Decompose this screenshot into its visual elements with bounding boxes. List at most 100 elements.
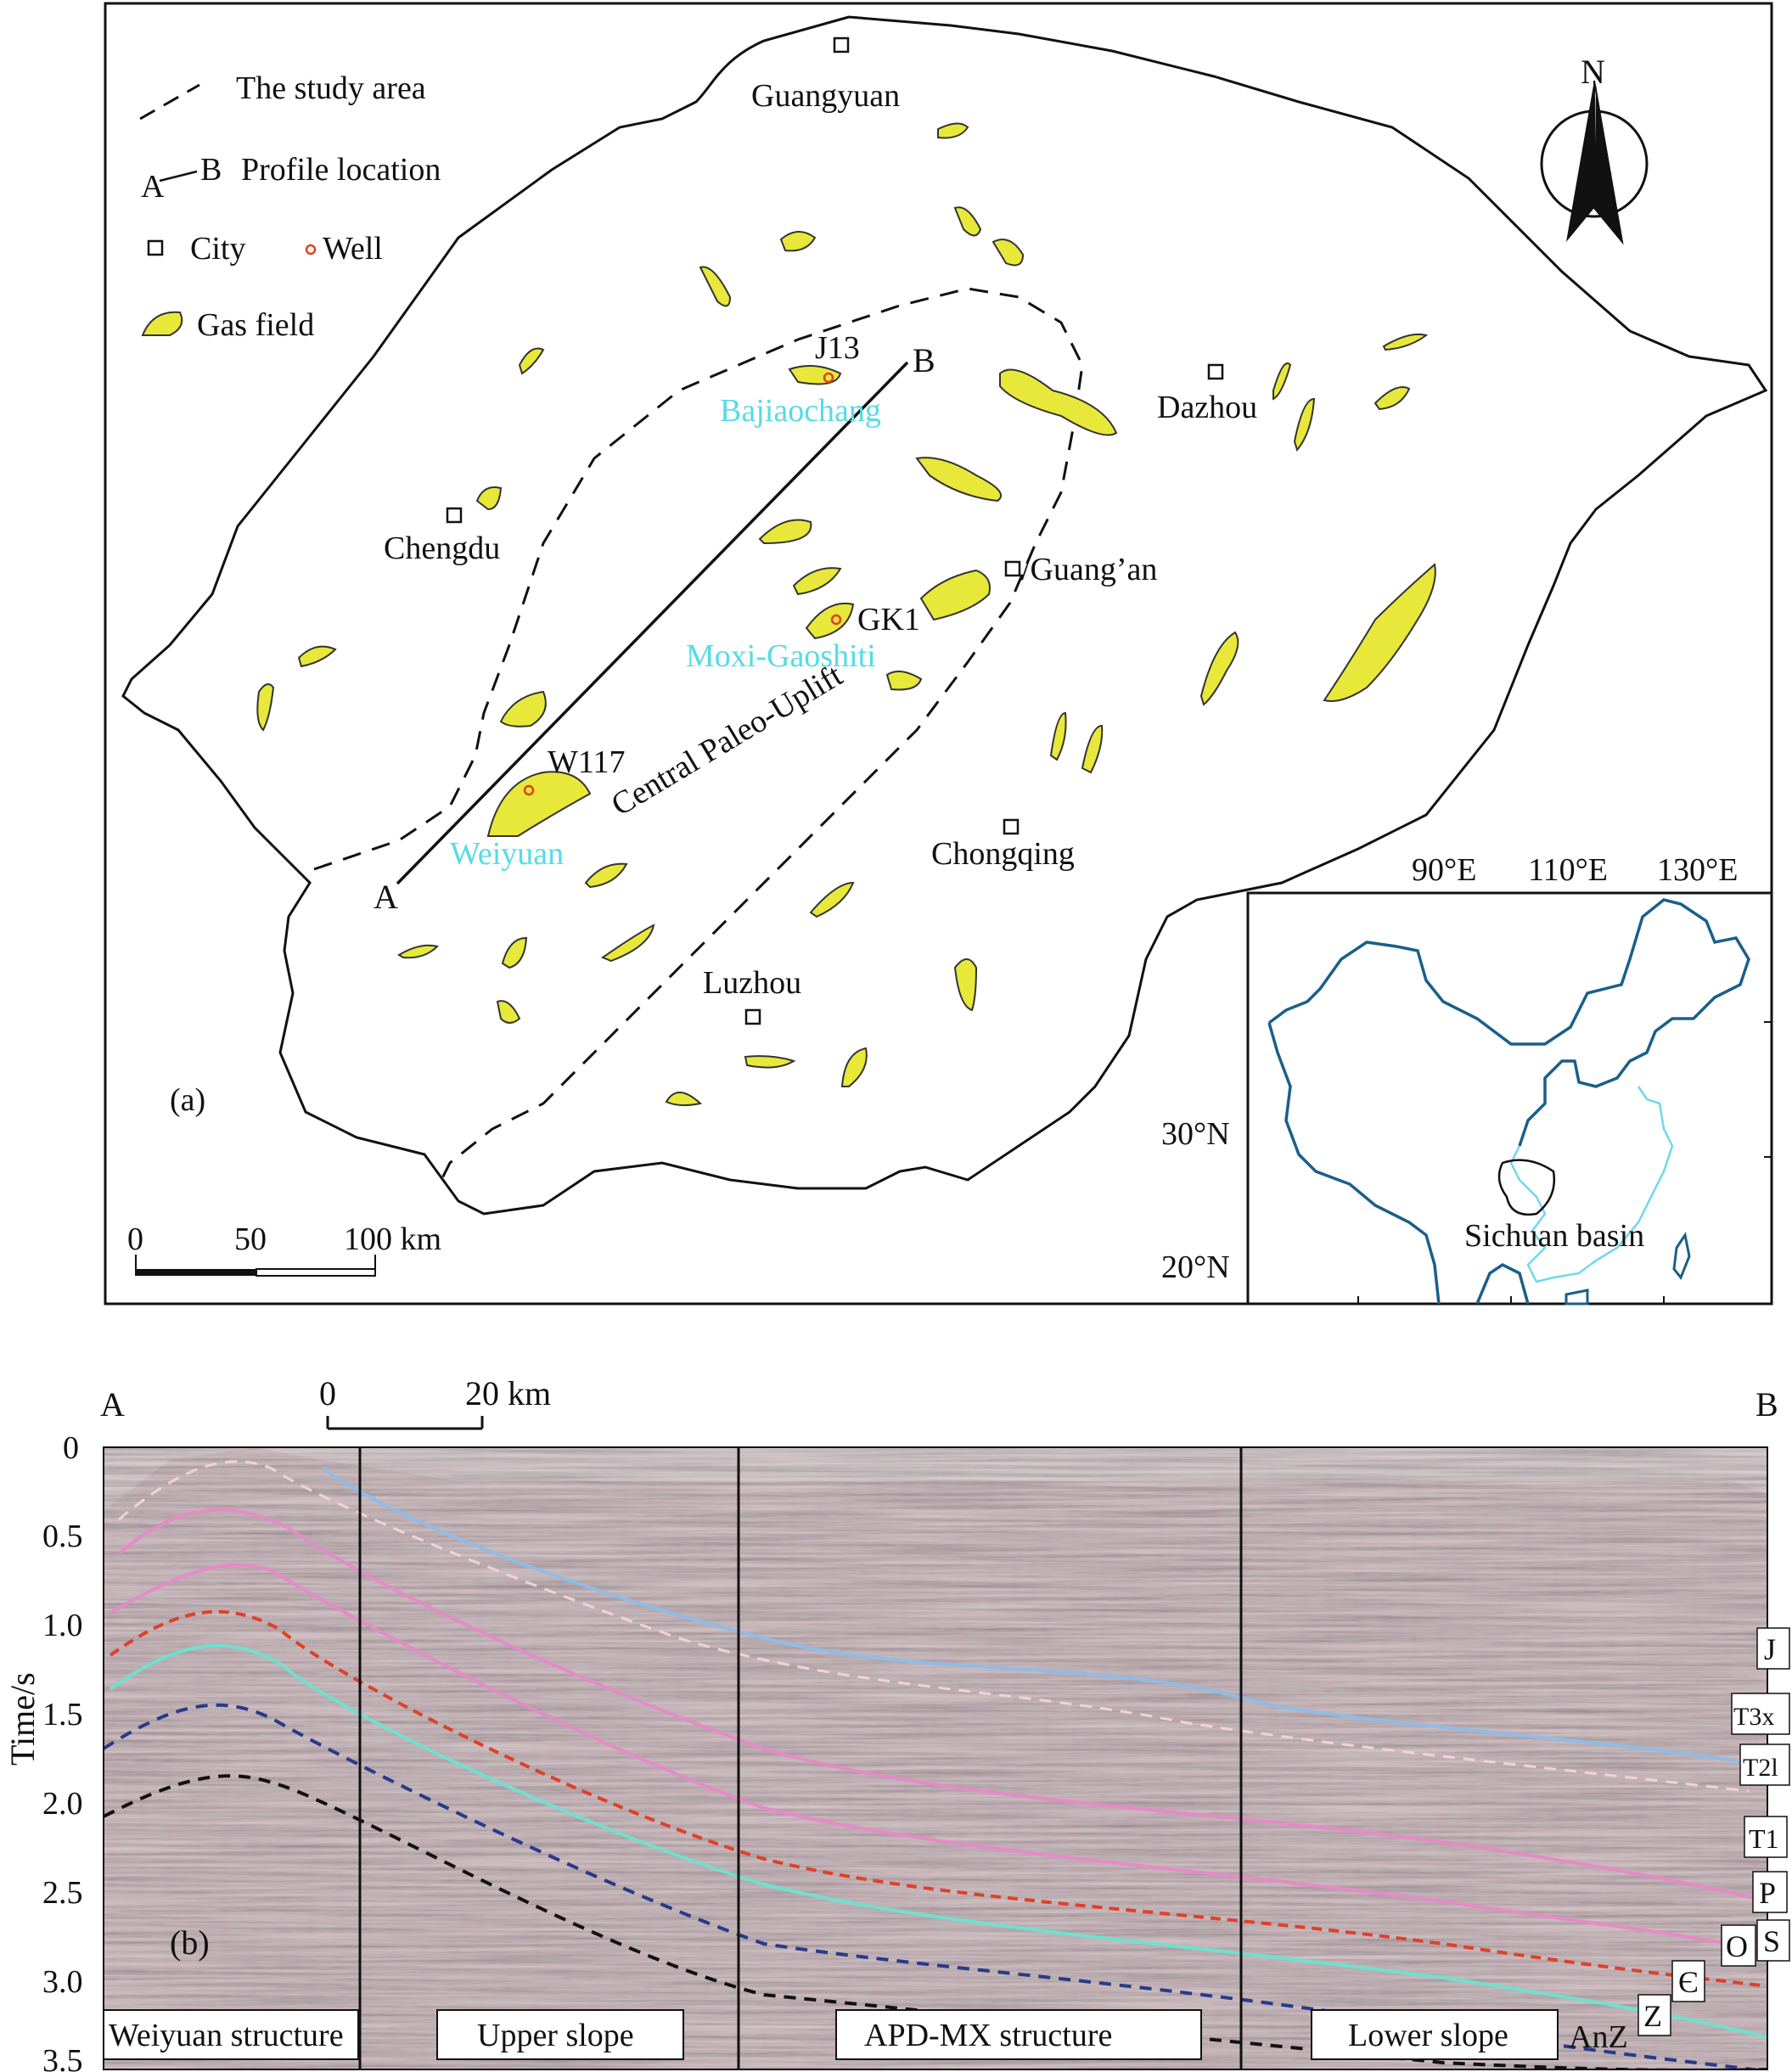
y-axis-label: Time/s xyxy=(3,1672,42,1766)
gas-field xyxy=(1049,711,1067,761)
section-upper-slope: Upper slope xyxy=(477,2018,634,2053)
city-label-luzhou: Luzhou xyxy=(703,965,801,1001)
city-label-chengdu: Chengdu xyxy=(384,531,500,566)
well-label-w117: W117 xyxy=(548,744,625,780)
seismic-section xyxy=(104,1447,1767,2069)
gas-field xyxy=(1081,724,1104,774)
gas-field xyxy=(600,924,655,963)
inset-lon-130: 130°E xyxy=(1657,852,1738,888)
gas-field xyxy=(937,122,969,139)
gas-field xyxy=(584,862,628,889)
inset-lat-30: 30°N xyxy=(1161,1116,1230,1152)
map-scale-100: 100 km xyxy=(344,1221,441,1257)
gas-field xyxy=(499,690,547,727)
gas-field xyxy=(1293,397,1316,452)
gas-field xyxy=(475,486,503,511)
profile-legend-swatch xyxy=(159,170,198,182)
city-marker xyxy=(744,1008,761,1025)
city-label-guangyuan: Guangyuan xyxy=(751,78,900,114)
field-label-bajiaochang: Bajiaochang xyxy=(720,393,881,429)
well-marker xyxy=(830,614,842,626)
study-area-legend-swatch xyxy=(139,83,200,121)
north-arrow: N xyxy=(1540,53,1649,245)
profile-scale-0: 0 xyxy=(319,1374,336,1412)
horizon-p: P xyxy=(1759,1876,1776,1910)
gas-field xyxy=(665,1092,703,1107)
inset-lon-90: 90°E xyxy=(1412,852,1476,888)
city-label-chongqing: Chongqing xyxy=(931,836,1075,872)
horizon-anz: AnZ xyxy=(1569,2019,1628,2055)
gas-field xyxy=(991,239,1025,267)
china-border xyxy=(1267,898,1750,1147)
gas-field xyxy=(1272,362,1292,401)
legend-study-area: The study area xyxy=(236,70,426,106)
gas-field xyxy=(397,944,439,959)
legend-profile-a: A xyxy=(141,169,165,205)
section-apd-mx-structure: APD-MX structure xyxy=(864,2018,1112,2053)
gas-field xyxy=(779,231,817,252)
gas-field xyxy=(1382,333,1429,351)
section-labels: Weiyuan structure Upper slope APD-MX str… xyxy=(103,2009,1559,2060)
y-tick: 3.0 xyxy=(42,1964,83,2000)
map-scale-bar: 0 50 100 km xyxy=(127,1221,441,1277)
profile-scale-20: 20 km xyxy=(465,1374,551,1412)
inset-lon-110: 110°E xyxy=(1528,852,1608,888)
y-tick: 0.5 xyxy=(42,1519,83,1554)
legend-gas-field: Gas field xyxy=(197,307,314,343)
gas-field xyxy=(919,569,991,621)
legend-city: City xyxy=(190,231,245,267)
profile-line-ab xyxy=(396,361,909,885)
gas-field xyxy=(297,645,337,668)
horizon-o: O xyxy=(1726,1929,1748,1963)
north-label: N xyxy=(1581,53,1605,91)
y-axis-ticks: 0 0.5 1.0 1.5 2.0 2.5 3.0 3.5 xyxy=(42,1430,83,2072)
legend-profile-location: Profile location xyxy=(241,152,441,188)
gas-field xyxy=(1373,386,1411,411)
map-point-b: B xyxy=(913,341,935,379)
city-marker xyxy=(1004,560,1021,577)
y-tick: 1.5 xyxy=(42,1697,83,1732)
gas-field xyxy=(953,206,982,237)
profile-panel-label: (b) xyxy=(170,1923,210,1962)
gas-field xyxy=(885,671,923,691)
gas-field xyxy=(915,457,1003,503)
inset-map: 90°E 110°E 130°E 30°N 20°N Sichuan basin xyxy=(1161,852,1773,1306)
horizon-z: Z xyxy=(1643,1999,1662,2033)
profile-end-a: A xyxy=(100,1385,125,1423)
well-legend-swatch xyxy=(305,244,317,255)
gas-field xyxy=(805,602,855,640)
gas-field xyxy=(809,881,855,918)
gas-field xyxy=(840,1047,868,1087)
map-scale-0: 0 xyxy=(127,1221,143,1257)
well-marker xyxy=(823,372,834,384)
y-tick: 3.5 xyxy=(42,2043,83,2072)
map-panel-label: (a) xyxy=(170,1082,205,1118)
gas-field xyxy=(788,365,842,385)
taiwan xyxy=(1672,1232,1691,1280)
well-label-gk1: GK1 xyxy=(857,602,920,637)
china-coastline xyxy=(1509,1086,1674,1283)
gas-field xyxy=(792,567,842,596)
horizon-s: S xyxy=(1763,1924,1780,1958)
city-marker xyxy=(1207,363,1224,380)
legend-profile-b: B xyxy=(200,152,222,188)
gas-field xyxy=(486,771,592,837)
map-legend: The study area A B Profile location City… xyxy=(139,70,441,343)
gas-field xyxy=(518,347,545,375)
inset-basin-label: Sichuan basin xyxy=(1464,1218,1644,1254)
gas-field xyxy=(1199,631,1239,706)
city-marker xyxy=(1003,818,1020,835)
section-lower-slope: Lower slope xyxy=(1348,2018,1508,2053)
sichuan-basin-inset xyxy=(1497,1159,1556,1216)
study-area-boundary xyxy=(313,287,1084,1181)
china-west-border xyxy=(1267,1022,1441,1305)
city-markers xyxy=(446,36,1224,1025)
gas-field xyxy=(953,958,978,1012)
map-point-a: A xyxy=(374,878,398,916)
gas-legend-swatch xyxy=(141,311,183,336)
city-label-guangan: /Guang’an xyxy=(1021,552,1157,587)
field-label-moxi-gaoshiti: Moxi-Gaoshiti xyxy=(686,638,876,674)
y-tick: 2.0 xyxy=(42,1786,83,1822)
gas-field xyxy=(744,1055,796,1069)
